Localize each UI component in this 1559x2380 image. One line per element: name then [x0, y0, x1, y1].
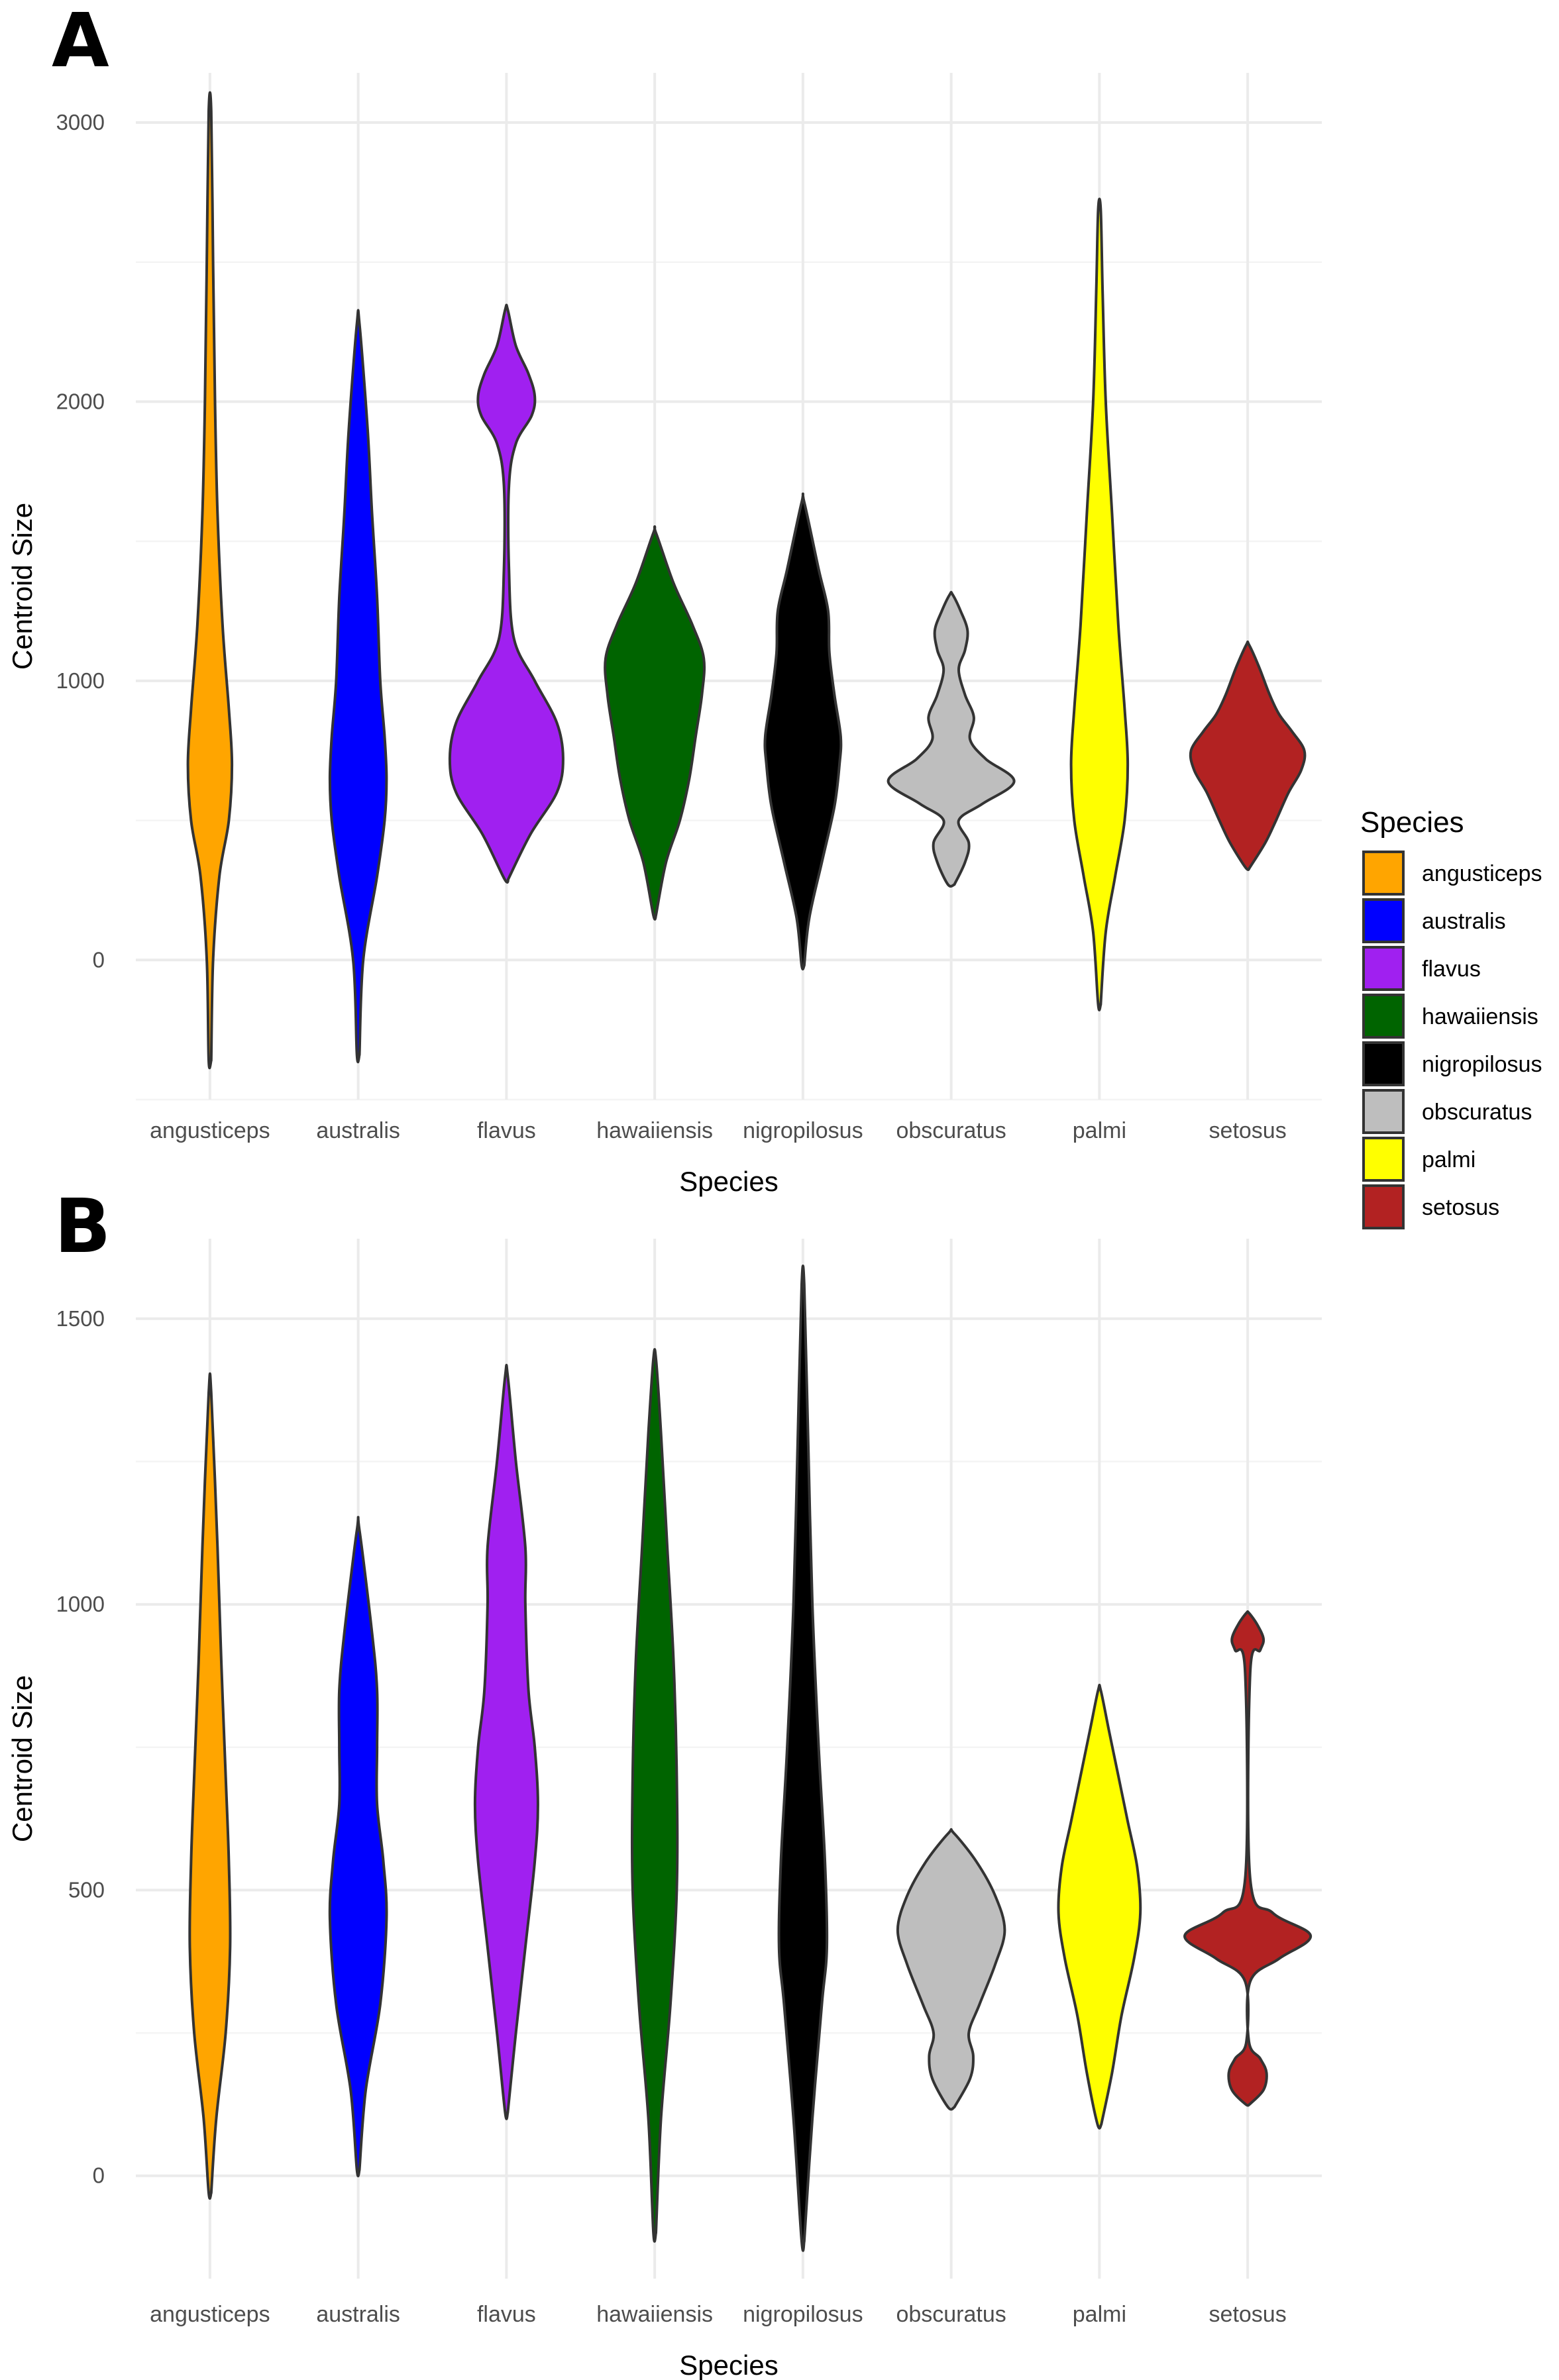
- y-axis-title: Centroid Size: [7, 503, 38, 670]
- legend-swatch-flavus: [1362, 946, 1405, 991]
- x-tick-label-palmi: palmi: [1073, 1118, 1126, 1143]
- x-tick-label-hawaiiensis: hawaiiensis: [596, 1118, 713, 1143]
- legend-label-setosus: setosus: [1422, 1195, 1499, 1220]
- legend-swatch-obscuratus: [1362, 1089, 1405, 1134]
- x-tick-label-nigropilosus: nigropilosus: [743, 1118, 863, 1143]
- legend-swatch-hawaiiensis: [1362, 994, 1405, 1039]
- x-tick-label-angusticeps: angusticeps: [150, 2302, 270, 2327]
- legend-title: Species: [1360, 806, 1464, 839]
- violin-australis: [328, 1516, 388, 2177]
- x-tick-label-setosus: setosus: [1209, 2302, 1287, 2327]
- x-axis-title: Species: [679, 1166, 778, 1197]
- violin-hawaiiensis: [630, 1348, 679, 2243]
- y-tick-label: 500: [68, 1877, 105, 1902]
- violin-palmi: [1069, 197, 1130, 1011]
- x-axis-title: Species: [679, 2350, 778, 2380]
- legend-swatch-australis: [1362, 898, 1405, 943]
- panel-letter-a: A: [52, 0, 109, 84]
- panel-a: 0 1000 2000 3000 angusticeps australis flavus h…: [7, 0, 1322, 1197]
- x-tick-label-setosus: setosus: [1209, 1118, 1287, 1143]
- violin-angusticeps: [186, 91, 234, 1070]
- violin-nigropilosus: [777, 1265, 829, 2252]
- legend-label-hawaiiensis: hawaiiensis: [1422, 1004, 1538, 1029]
- legend-label-palmi: palmi: [1422, 1147, 1476, 1172]
- legend-label-flavus: flavus: [1422, 957, 1481, 982]
- legend-swatch-angusticeps: [1362, 851, 1405, 896]
- violin-flavus: [473, 1363, 539, 2120]
- y-tick-label: 2000: [56, 389, 105, 413]
- y-tick-label: 1000: [56, 1592, 105, 1616]
- y-tick-label: 1000: [56, 668, 105, 693]
- violin-flavus: [448, 303, 564, 884]
- x-tick-label-hawaiiensis: hawaiiensis: [596, 2302, 713, 2327]
- legend: Species angusticeps australis flavus hawaiie…: [1360, 806, 1542, 1229]
- x-tick-label-obscuratus: obscuratus: [896, 1118, 1006, 1143]
- violin-obscuratus: [896, 1828, 1006, 2111]
- x-tick-label-palmi: palmi: [1073, 2302, 1126, 2327]
- x-tick-label-nigropilosus: nigropilosus: [743, 2302, 863, 2327]
- violin-nigropilosus: [763, 492, 843, 970]
- violin-obscuratus: [887, 591, 1016, 888]
- legend-label-angusticeps: angusticeps: [1422, 861, 1542, 886]
- legend-label-nigropilosus: nigropilosus: [1422, 1052, 1542, 1077]
- violin-hawaiiensis: [604, 525, 706, 921]
- y-tick-label: 0: [93, 947, 105, 972]
- legend-label-obscuratus: obscuratus: [1422, 1100, 1532, 1125]
- x-tick-label-australis: australis: [316, 2302, 400, 2327]
- violin-angusticeps: [188, 1372, 232, 2200]
- y-tick-label: 1500: [56, 1306, 105, 1331]
- panel-b: 0 500 1000 1500 angusticeps australis flavus ha…: [7, 1184, 1322, 2380]
- x-tick-label-obscuratus: obscuratus: [896, 2302, 1006, 2327]
- y-axis-title: Centroid Size: [7, 1675, 38, 1842]
- legend-swatch-palmi: [1362, 1137, 1405, 1182]
- x-tick-label-flavus: flavus: [477, 2302, 536, 2327]
- violin-setosus: [1189, 640, 1307, 871]
- x-tick-label-flavus: flavus: [477, 1118, 536, 1143]
- panel-letter-b: B: [54, 1184, 111, 1270]
- violin-setosus: [1183, 1610, 1313, 2107]
- y-tick-label: 0: [93, 2163, 105, 2188]
- y-tick-label: 3000: [56, 110, 105, 134]
- x-tick-label-australis: australis: [316, 1118, 400, 1143]
- violin-australis: [328, 309, 388, 1064]
- x-tick-label-angusticeps: angusticeps: [150, 1118, 270, 1143]
- legend-swatch-nigropilosus: [1362, 1041, 1405, 1086]
- violin-palmi: [1057, 1683, 1142, 2130]
- legend-swatch-setosus: [1362, 1184, 1405, 1229]
- legend-label-australis: australis: [1422, 909, 1506, 934]
